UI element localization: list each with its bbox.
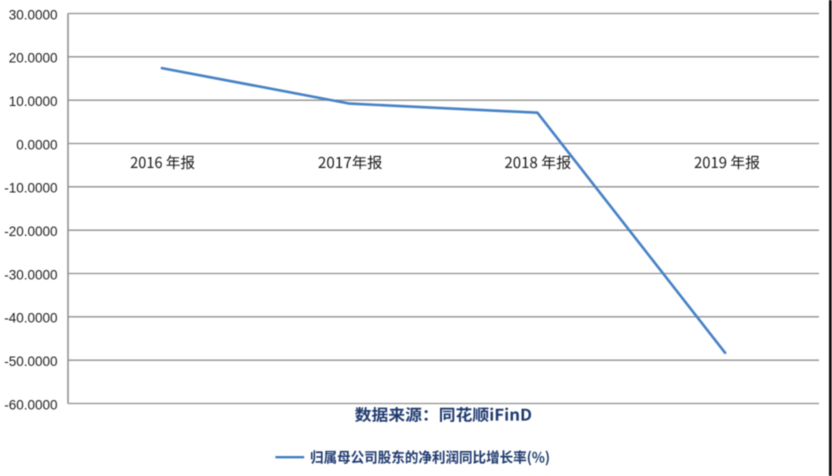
svg-text:-40.0000: -40.0000 bbox=[4, 311, 57, 326]
svg-text:-10.0000: -10.0000 bbox=[4, 181, 57, 196]
svg-text:20.0000: 20.0000 bbox=[9, 51, 58, 66]
svg-text:-50.0000: -50.0000 bbox=[4, 354, 57, 369]
svg-text:0.0000: 0.0000 bbox=[16, 137, 57, 152]
svg-text:10.0000: 10.0000 bbox=[9, 94, 58, 109]
svg-text:-30.0000: -30.0000 bbox=[4, 267, 57, 282]
svg-text:-20.0000: -20.0000 bbox=[4, 224, 57, 239]
svg-text:30.0000: 30.0000 bbox=[9, 7, 58, 22]
svg-text:-60.0000: -60.0000 bbox=[4, 397, 57, 412]
